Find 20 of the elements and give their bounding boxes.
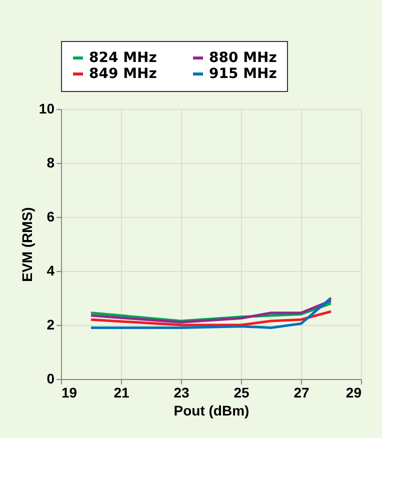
- x-tick-label: 27: [294, 384, 310, 400]
- x-tick-label: 21: [114, 384, 130, 400]
- x-tick-label: 23: [174, 384, 190, 400]
- y-tick-label: 2: [46, 316, 55, 332]
- y-axis-title: EVM (RMS): [18, 207, 35, 282]
- line-series: [90, 310, 332, 326]
- legend-label: 849 MHz: [89, 66, 157, 82]
- legend-label: 824 MHz: [89, 50, 157, 66]
- x-tick-label: 19: [62, 384, 78, 400]
- legend-label: 915 MHz: [209, 66, 277, 82]
- line-series: [90, 296, 332, 329]
- y-tick-label: 4: [46, 262, 55, 278]
- x-axis-title: Pout (dBm): [174, 402, 250, 418]
- x-tick-label: 29: [346, 384, 362, 400]
- y-tick-label: 8: [46, 154, 55, 170]
- y-tick-label: 6: [46, 208, 55, 224]
- y-tick-label: 10: [38, 100, 55, 116]
- x-tick-label: 25: [234, 384, 250, 400]
- legend-label: 880 MHz: [209, 50, 277, 66]
- y-tick-label: 0: [46, 370, 55, 386]
